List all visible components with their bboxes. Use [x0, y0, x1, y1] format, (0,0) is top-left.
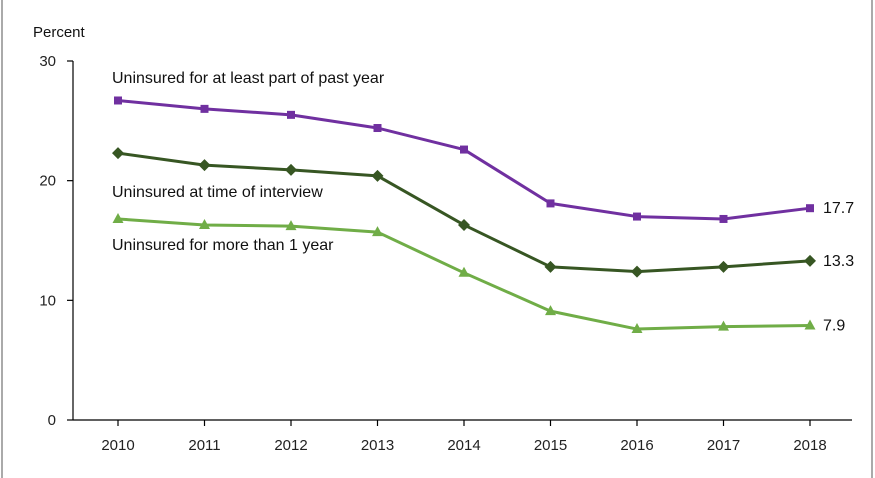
x-tick-label: 2011 [188, 437, 220, 454]
diamond-marker [804, 254, 816, 267]
square-marker [546, 199, 555, 208]
diamond-marker [458, 218, 470, 231]
square-marker [200, 104, 209, 113]
series-1 [114, 96, 814, 223]
square-marker [287, 110, 295, 119]
diamond-marker [544, 260, 557, 273]
series-3 [112, 212, 816, 334]
triangle-marker [804, 319, 816, 330]
x-tick-label: 2014 [447, 437, 480, 454]
triangle-marker [458, 266, 470, 277]
axes: 0 10 20 30 2010 2011 2012 2013 2014 2015 2016 2017 2… [39, 53, 852, 454]
triangle-marker [372, 226, 383, 237]
y-tick-label: 0 [48, 412, 56, 429]
end-value-label: 7.9 [823, 317, 845, 334]
diamond-marker [198, 159, 211, 172]
square-marker [460, 145, 468, 154]
square-marker [633, 212, 641, 221]
diamond-marker [112, 147, 124, 160]
x-tick-label: 2010 [101, 437, 134, 454]
diamond-marker [631, 265, 643, 278]
triangle-marker [199, 218, 210, 229]
series-labels: Uninsured for at least part of past year… [112, 70, 854, 334]
series-name-label: Uninsured at time of interview [112, 184, 323, 201]
square-marker [719, 214, 728, 223]
triangle-marker [112, 212, 124, 223]
square-marker [806, 204, 814, 213]
x-tick-label: 2012 [274, 437, 307, 454]
x-tick-label: 2015 [534, 437, 567, 454]
diamond-marker [371, 169, 384, 182]
series-2 [112, 147, 816, 278]
y-tick-label: 20 [39, 173, 56, 190]
x-tick-label: 2017 [707, 437, 740, 454]
x-tick-label: 2018 [793, 437, 826, 454]
end-value-label: 13.3 [823, 253, 854, 270]
x-tick-label: 2016 [620, 437, 653, 454]
x-tick-label: 2013 [361, 437, 394, 454]
series-lines [112, 96, 816, 334]
y-axis-title: Percent [33, 24, 86, 41]
y-tick-label: 10 [39, 292, 56, 309]
triangle-marker [631, 323, 643, 334]
diamond-marker [717, 260, 730, 273]
series-name-label: Uninsured for more than 1 year [112, 237, 334, 254]
triangle-marker [545, 305, 556, 316]
series-name-label: Uninsured for at least part of past year [112, 70, 385, 87]
y-tick-label: 30 [39, 53, 56, 70]
triangle-marker [718, 320, 729, 331]
square-marker [373, 124, 382, 133]
diamond-marker [285, 163, 297, 176]
square-marker [114, 96, 122, 105]
triangle-marker [285, 220, 297, 231]
end-value-label: 17.7 [823, 200, 854, 217]
